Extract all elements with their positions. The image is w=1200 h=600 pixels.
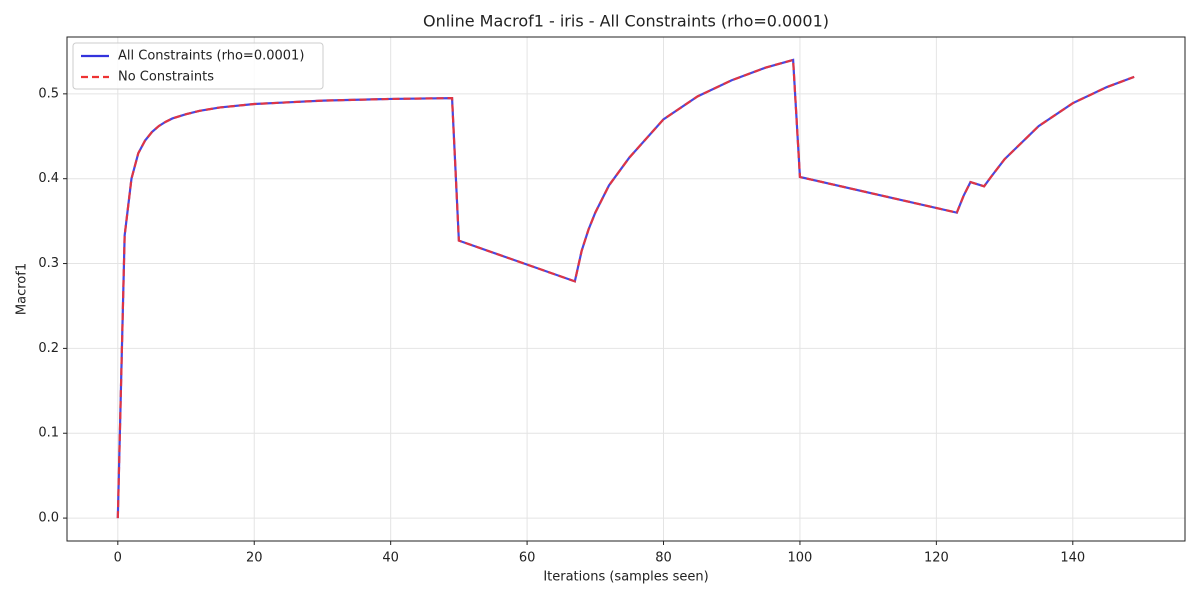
plot-frame: [66, 36, 1186, 542]
x-tick-label: 0: [114, 551, 122, 566]
y-tick-label: 0.1: [38, 426, 59, 441]
y-tick-label: 0.3: [38, 256, 59, 271]
x-tick-label: 60: [519, 551, 536, 566]
x-tick-label: 120: [924, 551, 949, 566]
x-tick-label: 40: [382, 551, 399, 566]
legend-label: No Constraints: [118, 70, 214, 85]
y-tick-label: 0.2: [38, 341, 59, 356]
x-tick-label: 20: [246, 551, 263, 566]
y-tick-label: 0.5: [38, 86, 59, 101]
x-tick-label: 80: [655, 551, 672, 566]
chart-title: Online Macrof1 - iris - All Constraints …: [423, 12, 829, 31]
legend-label: All Constraints (rho=0.0001): [118, 49, 304, 64]
x-axis-label: Iterations (samples seen): [543, 570, 708, 585]
y-tick-label: 0.4: [38, 171, 59, 186]
series-line: [116, 58, 1135, 519]
x-tick-label: 140: [1060, 551, 1085, 566]
x-tick-label: 100: [788, 551, 813, 566]
legend-box: [72, 42, 324, 90]
y-tick-label: 0.0: [38, 511, 59, 526]
y-axis-label: Macrof1: [15, 263, 30, 315]
series-line: [116, 58, 1135, 519]
